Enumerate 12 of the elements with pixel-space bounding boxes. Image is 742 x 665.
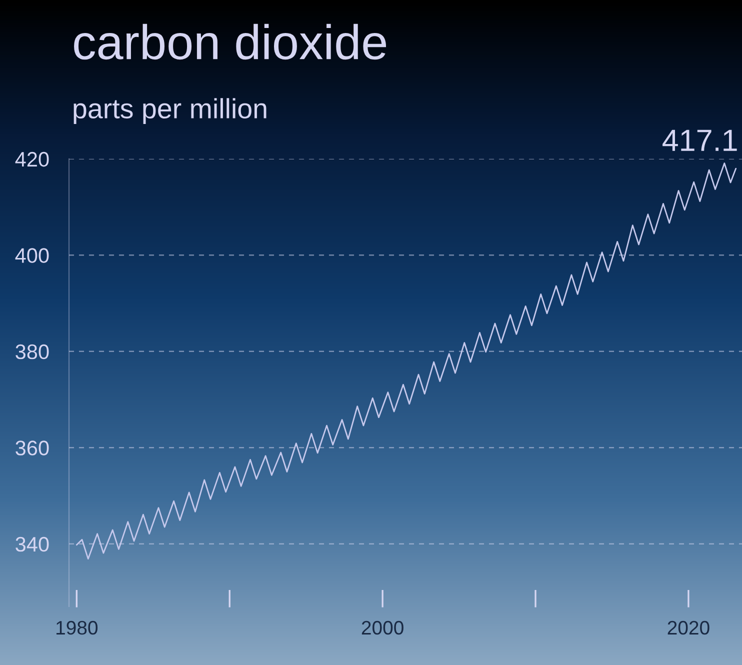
text: 417.1 (662, 130, 737, 151)
y-tick-label: 420 (15, 152, 49, 167)
y-tick-label: 340 (16, 536, 49, 552)
y-tick-label: 380 (16, 344, 49, 360)
chart-subtitle: parts per million (74, 98, 266, 124)
y-tick-label: 360 (16, 440, 49, 456)
y-tick-label: 400 (15, 248, 49, 263)
line-series (76, 162, 737, 560)
chart-title: carbon dioxide (74, 24, 386, 60)
x-tick-label: 2020 (668, 620, 710, 635)
x-tick-label: 2000 (362, 620, 404, 635)
x-tick-label: 1980 (56, 620, 98, 635)
